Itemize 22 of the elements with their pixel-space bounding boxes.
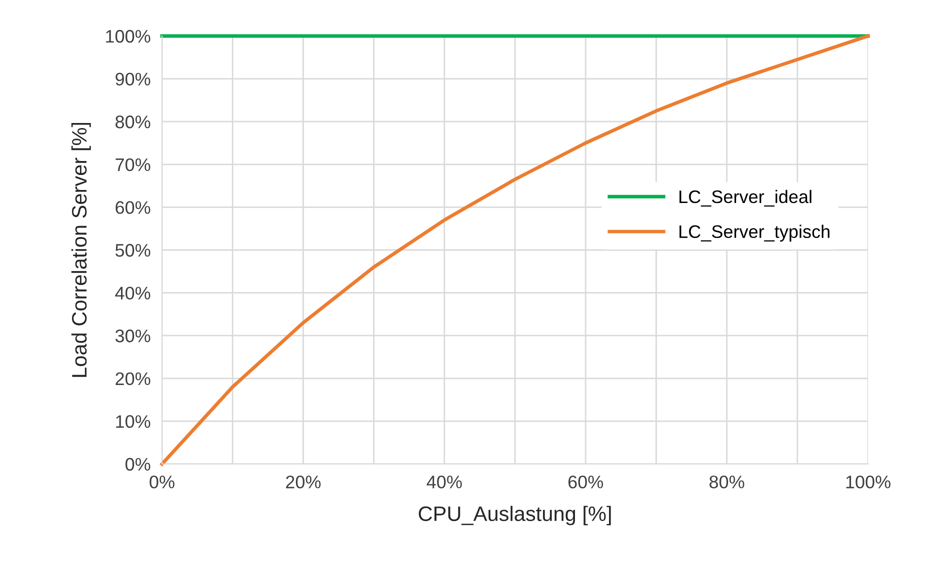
x-tick-label: 80% (710, 476, 744, 488)
x-axis-title: CPU_Auslastung [%] (418, 506, 611, 526)
y-tick-label: 10% (116, 415, 150, 428)
y-tick-label: 40% (115, 286, 150, 300)
x-tick-label: 0% (150, 476, 174, 488)
y-tick-label: 30% (115, 330, 150, 342)
y-tick-label: 0% (126, 458, 150, 471)
y-tick-label: 90% (116, 72, 150, 86)
legend-label: LC_Server_typisch (680, 224, 830, 242)
y-tick-label: 50% (115, 244, 150, 257)
x-tick-label: 40% (426, 476, 462, 488)
line-series (160, 34, 870, 466)
y-tick-label: 100% (106, 30, 150, 43)
x-tick-label: 20% (286, 476, 321, 488)
x-tick-label: 100% (846, 476, 890, 488)
y-tick-label: 20% (116, 372, 150, 386)
y-tick-label: 80% (116, 116, 150, 128)
y-axis-title: Load Correlation Server [%] (71, 122, 91, 377)
y-tick-label: 60% (116, 201, 150, 214)
x-tick-label: 60% (568, 476, 604, 488)
legend-label: LC_Server_ideal (680, 190, 812, 207)
y-tick-label: 70% (116, 158, 150, 172)
